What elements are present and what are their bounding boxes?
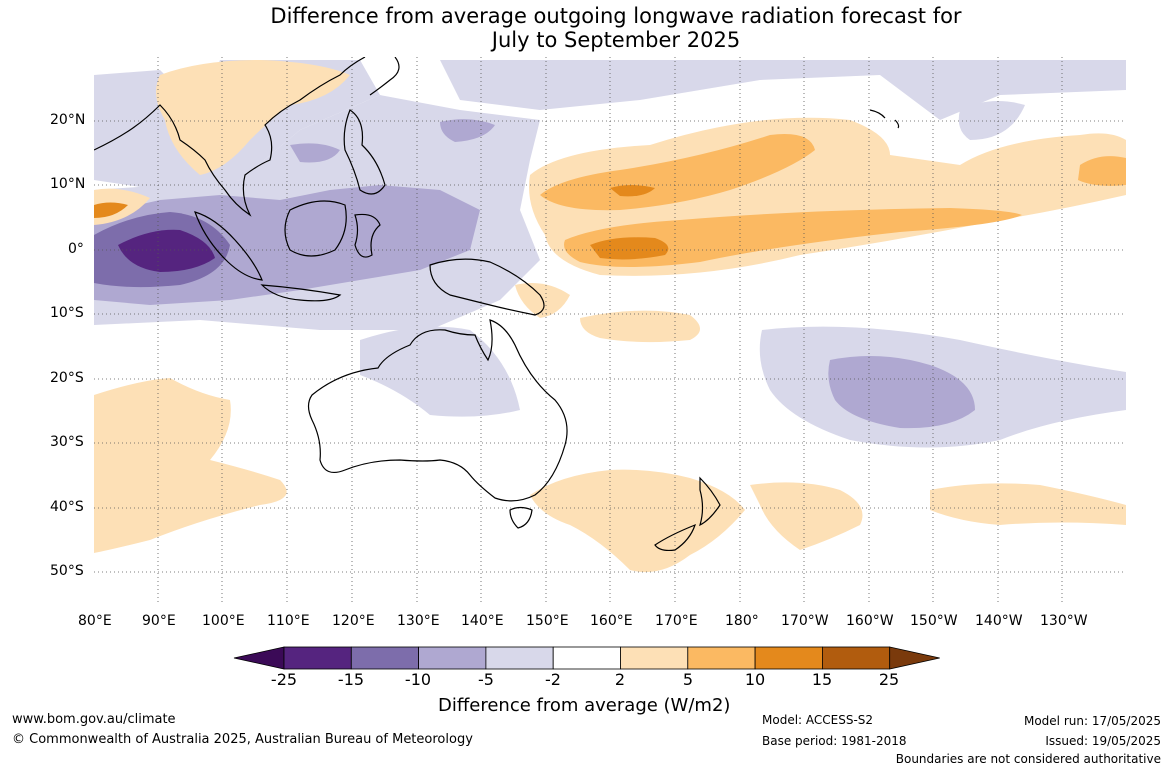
- anomaly-region-strong-positive: [610, 185, 655, 197]
- lon-label: 160°W: [846, 613, 894, 629]
- website-text: www.bom.gov.au/climate: [12, 712, 176, 727]
- colorbar-swatch: [620, 646, 689, 670]
- asia-coastline: [94, 57, 366, 217]
- tasmania-coastline: [509, 506, 533, 529]
- lon-label: 150°E: [526, 613, 569, 629]
- anomaly-field: [94, 57, 1126, 603]
- base-period-text: Base period: 1981-2018: [762, 734, 907, 748]
- colorbar-swatch: [418, 646, 487, 670]
- anomaly-region-moderate-negative: [440, 119, 495, 142]
- sumatra-coastline: [194, 211, 263, 281]
- java-coastline: [260, 284, 342, 302]
- anomaly-region-moderate-negative: [290, 143, 340, 163]
- colorbar-tick: -5: [478, 670, 494, 689]
- lon-label: 150°W: [910, 613, 958, 629]
- colorbar-tick: 25: [878, 670, 900, 689]
- anomaly-region-moderate-positive: [564, 208, 1022, 267]
- lon-label: 130°E: [397, 613, 440, 629]
- japan-coastline: [369, 57, 400, 96]
- lon-label: 90°E: [142, 613, 176, 629]
- colorbar-tick: -10: [404, 670, 432, 689]
- colorbar-extend-low: [233, 646, 285, 670]
- anomaly-region-strong-positive: [590, 237, 669, 260]
- colorbar-tick: 15: [811, 670, 833, 689]
- lon-label: 140°E: [461, 613, 504, 629]
- lat-label: 20°S: [50, 370, 84, 386]
- lon-label: 120°E: [332, 613, 375, 629]
- anomaly-region-weak-positive: [750, 482, 863, 550]
- lon-label: 100°E: [202, 613, 245, 629]
- colorbar: [233, 646, 940, 670]
- model-run-text: Model run: 17/05/2025: [1023, 714, 1161, 728]
- lon-label: 180°: [725, 613, 759, 629]
- lat-label: 10°N: [50, 176, 86, 192]
- lat-label: 20°N: [50, 112, 86, 128]
- lon-label: 130°W: [1040, 613, 1088, 629]
- hawaii-coastline: [869, 109, 900, 129]
- colorbar-swatch: [283, 646, 352, 670]
- lon-label: 160°E: [590, 613, 633, 629]
- anomaly-region-weak-positive: [156, 60, 350, 175]
- lat-label: 10°S: [50, 305, 84, 321]
- copyright-text: © Commonwealth of Australia 2025, Austra…: [12, 732, 473, 747]
- anomaly-region-weak-positive: [94, 378, 287, 553]
- anomaly-region-moderate-positive: [94, 202, 128, 218]
- colorbar-tick: 5: [682, 670, 694, 689]
- boundaries-note: Boundaries are not considered authoritat…: [895, 752, 1161, 766]
- issued-text: Issued: 19/05/2025: [1045, 734, 1161, 748]
- colorbar-swatch: [552, 646, 621, 670]
- colorbar-swatch: [485, 646, 554, 670]
- anomaly-region-very-strong-negative: [118, 229, 215, 272]
- colorbar-tick: -15: [337, 670, 365, 689]
- anomaly-region-moderate-positive: [540, 134, 815, 211]
- colorbar-swatch: [350, 646, 419, 670]
- lat-label: 50°S: [50, 563, 84, 579]
- lon-label: 110°E: [267, 613, 310, 629]
- map-gridlines: [94, 57, 1126, 603]
- lat-label: 0°: [68, 241, 84, 257]
- colorbar-swatch: [822, 646, 891, 670]
- australia-coastline: [307, 319, 568, 502]
- lon-label: 140°W: [975, 613, 1023, 629]
- lon-label: 80°E: [78, 613, 112, 629]
- model-text: Model: ACCESS-S2: [762, 713, 874, 727]
- colorbar-extend-high: [889, 646, 940, 670]
- anomaly-region-weak-positive: [580, 310, 700, 343]
- lat-label: 40°S: [50, 499, 84, 515]
- anomaly-region-weak-positive: [930, 483, 1126, 525]
- lon-label: 170°W: [781, 613, 829, 629]
- colorbar-tick: 2: [614, 670, 626, 689]
- coastlines: [94, 57, 900, 552]
- borneo-coastline: [284, 200, 347, 257]
- anomaly-region-moderate-negative: [828, 356, 975, 429]
- colorbar-swatch: [754, 646, 823, 670]
- colorbar-tick: -25: [270, 670, 298, 689]
- anomaly-region-moderate-positive: [1078, 156, 1126, 186]
- anomaly-region-weak-negative: [360, 326, 520, 417]
- title-line-1: Difference from average outgoing longwav…: [270, 4, 962, 28]
- anomaly-region-weak-negative: [440, 60, 1126, 120]
- colorbar-tick: -2: [545, 670, 561, 689]
- new-zealand-coastline: [654, 476, 721, 552]
- colorbar-swatch: [687, 646, 756, 670]
- map-title: Difference from average outgoing longwav…: [0, 4, 1173, 52]
- lon-label: 170°E: [655, 613, 698, 629]
- colorbar-title: Difference from average (W/m2): [438, 695, 731, 716]
- new-guinea-coastline: [429, 258, 545, 316]
- title-line-2: July to September 2025: [491, 28, 741, 52]
- anomaly-region-weak-negative: [958, 101, 1025, 140]
- philippines-coastline: [343, 109, 386, 195]
- sulawesi-coastline: [354, 213, 381, 258]
- anomaly-region-weak-positive: [530, 469, 745, 573]
- lat-label: 30°S: [50, 434, 84, 450]
- colorbar-tick: 10: [744, 670, 766, 689]
